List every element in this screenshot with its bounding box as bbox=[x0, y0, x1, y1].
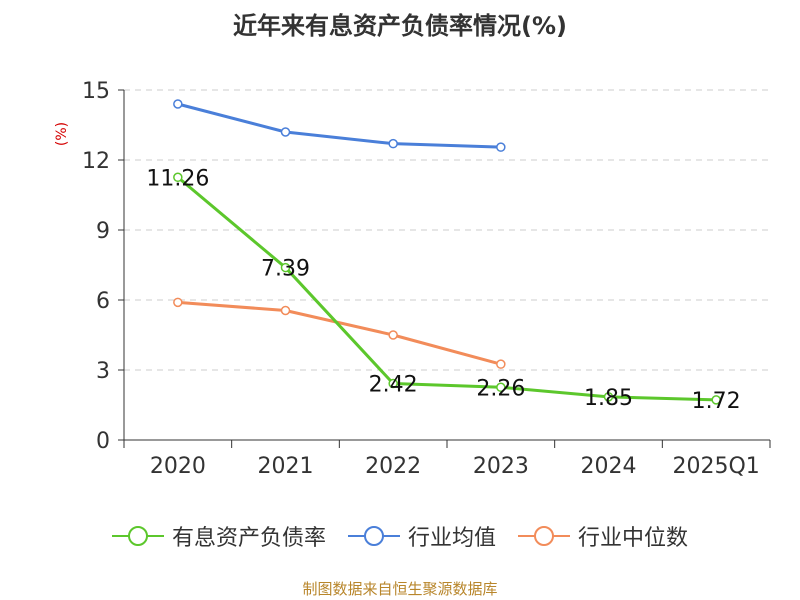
legend-label: 行业均值 bbox=[407, 526, 496, 551]
data-label: 7.39 bbox=[261, 257, 310, 282]
y-tick-label: 3 bbox=[96, 359, 110, 384]
footer-source-note: 制图数据来自恒生聚源数据库 bbox=[302, 580, 498, 598]
data-point bbox=[496, 359, 506, 369]
chart-legend: 有息资产负债率 行业均值 行业中位数 bbox=[0, 520, 800, 552]
data-point bbox=[603, 392, 614, 402]
y-tick-label: 15 bbox=[82, 79, 110, 104]
legend-marker bbox=[127, 526, 148, 546]
data-point bbox=[173, 297, 183, 308]
data-point bbox=[173, 172, 183, 183]
data-point bbox=[711, 395, 721, 405]
legend-marker bbox=[534, 526, 554, 546]
data-point bbox=[496, 382, 506, 393]
data-point bbox=[280, 127, 291, 137]
legend-swatch bbox=[518, 526, 570, 546]
y-tick-label: 6 bbox=[96, 289, 110, 314]
y-tick-label: 12 bbox=[82, 149, 110, 174]
chart-title: 近年来有息资产负债率情况(%) bbox=[233, 12, 567, 40]
legend-item[interactable]: 有息资产负债率 bbox=[111, 520, 326, 552]
series-line-2 bbox=[177, 300, 502, 366]
x-tick-label: 2025Q1 bbox=[673, 454, 760, 479]
legend-label: 有息资产负债率 bbox=[171, 526, 326, 551]
legend-label: 行业中位数 bbox=[578, 526, 689, 551]
x-tick-label: 2022 bbox=[365, 454, 421, 479]
legend-swatch bbox=[347, 526, 400, 546]
legend-item[interactable]: 行业均值 bbox=[347, 520, 496, 552]
x-tick-label: 2024 bbox=[581, 454, 637, 479]
data-label: 11.26 bbox=[146, 166, 209, 191]
series-line-0 bbox=[176, 176, 717, 402]
series-line-1 bbox=[177, 102, 501, 149]
data-label: 2.42 bbox=[369, 373, 418, 398]
data-point bbox=[496, 142, 506, 152]
x-tick-label: 2020 bbox=[150, 454, 206, 479]
data-label: 1.72 bbox=[692, 389, 741, 414]
legend-marker bbox=[363, 526, 384, 546]
legend-item[interactable]: 行业中位数 bbox=[518, 520, 688, 552]
data-point bbox=[388, 378, 398, 389]
data-point bbox=[280, 305, 291, 316]
data-point bbox=[388, 138, 398, 149]
data-point bbox=[388, 330, 398, 340]
data-label: 1.85 bbox=[584, 386, 633, 411]
data-point bbox=[280, 262, 291, 273]
y-tick-label: 9 bbox=[96, 219, 110, 244]
legend-swatch bbox=[111, 526, 164, 546]
y-axis-label: (%) bbox=[54, 121, 71, 147]
data-label: 2.26 bbox=[476, 376, 525, 401]
x-tick-label: 2021 bbox=[258, 454, 314, 479]
y-tick-label: 0 bbox=[96, 429, 110, 454]
x-tick-label: 2023 bbox=[473, 454, 529, 479]
data-point bbox=[173, 99, 183, 109]
